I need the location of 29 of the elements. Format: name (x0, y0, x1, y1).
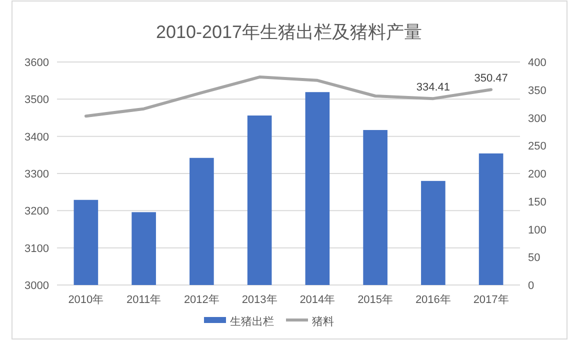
legend-label: 生猪出栏 (230, 315, 274, 328)
y2-tick-label: 250 (528, 140, 546, 153)
x-tick-label: 2012年 (184, 294, 220, 306)
y2-tick-label: 200 (528, 168, 546, 180)
y2-tick-label: 100 (528, 224, 546, 236)
data-label: 350.47 (474, 72, 508, 85)
x-tick-label: 2011年 (126, 294, 162, 306)
x-tick-label: 2014年 (300, 294, 336, 306)
x-tick-label: 2010年 (68, 294, 104, 306)
legend-label: 猪料 (312, 315, 334, 328)
y-tick-label: 3600 (24, 57, 49, 69)
x-tick-label: 2016年 (415, 294, 451, 306)
y-tick-label: 3100 (24, 242, 49, 255)
x-tick-label: 2015年 (358, 294, 394, 306)
y-tick-label: 3200 (24, 206, 49, 218)
y2-tick-label: 300 (528, 112, 546, 125)
y-tick-label: 3400 (24, 131, 49, 144)
y2-tick-label: 0 (528, 280, 534, 292)
y-tick-label: 3000 (24, 280, 49, 292)
y2-tick-label: 50 (528, 252, 540, 264)
x-tick-label: 2013年 (242, 294, 278, 306)
y-tick-label: 3300 (24, 168, 49, 180)
y2-tick-label: 350 (528, 84, 546, 97)
y-tick-label: 3500 (24, 94, 49, 106)
chart-title: 2010-2017年生猪出栏及猪料产量 (156, 22, 422, 42)
y2-tick-label: 150 (528, 196, 546, 208)
data-label: 334.41 (416, 82, 450, 94)
y2-tick-label: 400 (528, 57, 546, 69)
x-tick-label: 2017年 (473, 294, 509, 306)
